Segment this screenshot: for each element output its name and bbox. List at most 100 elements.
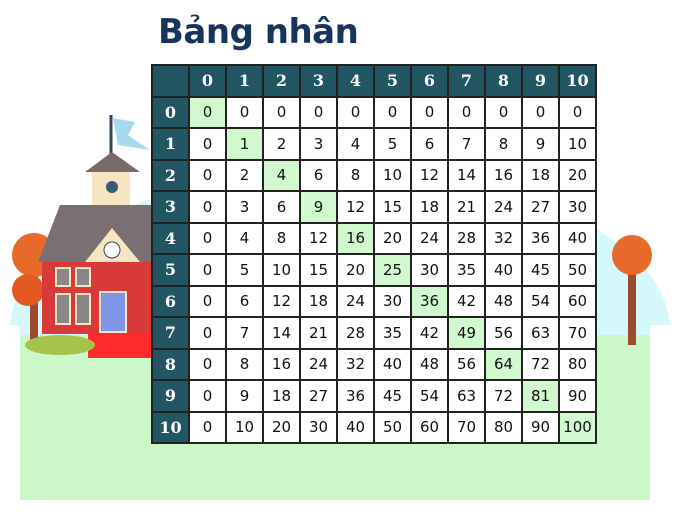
product-cell: 50: [558, 253, 597, 287]
product-cell: 14: [262, 316, 301, 350]
product-cell: 30: [373, 284, 412, 318]
product-cell: 2: [262, 127, 301, 161]
diagonal-cell: 1: [225, 127, 264, 161]
page-title: Bảng nhân: [158, 12, 359, 52]
product-cell: 10: [225, 410, 264, 444]
header-row: 0 1 2 3 4 5 6 7 8 9 10: [151, 64, 597, 98]
table-row: 7 0 7 14 21 28 35 42 49 56 63 70: [151, 316, 597, 350]
product-cell: 40: [336, 410, 375, 444]
product-cell: 50: [373, 410, 412, 444]
product-cell: 90: [558, 379, 597, 413]
product-cell: 21: [447, 190, 486, 224]
product-cell: 36: [336, 379, 375, 413]
product-cell: 4: [225, 221, 264, 255]
product-cell: 8: [225, 347, 264, 381]
column-header: 3: [299, 64, 338, 98]
product-cell: 7: [447, 127, 486, 161]
product-cell: 10: [558, 127, 597, 161]
product-cell: 18: [521, 158, 560, 192]
product-cell: 0: [484, 95, 523, 129]
row-header: 4: [151, 221, 190, 255]
diagonal-cell: 100: [558, 410, 597, 444]
product-cell: 18: [410, 190, 449, 224]
product-cell: 80: [484, 410, 523, 444]
product-cell: 36: [521, 221, 560, 255]
product-cell: 0: [188, 158, 227, 192]
row-header: 5: [151, 253, 190, 287]
product-cell: 45: [521, 253, 560, 287]
product-cell: 56: [447, 347, 486, 381]
diagonal-cell: 36: [410, 284, 449, 318]
product-cell: 5: [373, 127, 412, 161]
product-cell: 8: [484, 127, 523, 161]
product-cell: 0: [188, 190, 227, 224]
product-cell: 28: [336, 316, 375, 350]
product-cell: 27: [299, 379, 338, 413]
diagonal-cell: 25: [373, 253, 412, 287]
column-header: 6: [410, 64, 449, 98]
product-cell: 18: [299, 284, 338, 318]
product-cell: 24: [484, 190, 523, 224]
table-row: 1 0 1 2 3 4 5 6 7 8 9 10: [151, 127, 597, 161]
multiplication-table: 0 1 2 3 4 5 6 7 8 9 10 0 0 0 0 0 0 0 0 0 0 0 0 1 0 1 2 3 4 5 6 7 8 9 10 2 0 2…: [151, 64, 597, 444]
product-cell: 35: [447, 253, 486, 287]
product-cell: 24: [336, 284, 375, 318]
product-cell: 35: [373, 316, 412, 350]
product-cell: 42: [447, 284, 486, 318]
product-cell: 20: [336, 253, 375, 287]
product-cell: 5: [225, 253, 264, 287]
product-cell: 6: [299, 158, 338, 192]
column-header: 4: [336, 64, 375, 98]
diagonal-cell: 9: [299, 190, 338, 224]
row-header: 2: [151, 158, 190, 192]
product-cell: 42: [410, 316, 449, 350]
product-cell: 32: [484, 221, 523, 255]
product-cell: 0: [373, 95, 412, 129]
product-cell: 0: [447, 95, 486, 129]
product-cell: 16: [484, 158, 523, 192]
product-cell: 3: [225, 190, 264, 224]
corner-cell: [151, 64, 190, 98]
product-cell: 56: [484, 316, 523, 350]
table-row: 10 0 10 20 30 40 50 60 70 80 90 100: [151, 410, 597, 444]
product-cell: 8: [336, 158, 375, 192]
product-cell: 0: [188, 347, 227, 381]
product-cell: 60: [558, 284, 597, 318]
product-cell: 0: [188, 410, 227, 444]
product-cell: 10: [373, 158, 412, 192]
product-cell: 0: [188, 316, 227, 350]
product-cell: 90: [521, 410, 560, 444]
row-header: 6: [151, 284, 190, 318]
product-cell: 0: [188, 221, 227, 255]
product-cell: 15: [373, 190, 412, 224]
product-cell: 0: [225, 95, 264, 129]
product-cell: 72: [521, 347, 560, 381]
product-cell: 40: [373, 347, 412, 381]
product-cell: 10: [262, 253, 301, 287]
row-header: 8: [151, 347, 190, 381]
product-cell: 6: [262, 190, 301, 224]
diagonal-cell: 16: [336, 221, 375, 255]
product-cell: 0: [299, 95, 338, 129]
product-cell: 21: [299, 316, 338, 350]
product-cell: 14: [447, 158, 486, 192]
product-cell: 48: [484, 284, 523, 318]
diagonal-cell: 81: [521, 379, 560, 413]
product-cell: 6: [225, 284, 264, 318]
product-cell: 63: [521, 316, 560, 350]
row-header: 0: [151, 95, 190, 129]
column-header: 2: [262, 64, 301, 98]
product-cell: 20: [262, 410, 301, 444]
column-header: 0: [188, 64, 227, 98]
product-cell: 9: [225, 379, 264, 413]
table-row: 3 0 3 6 9 12 15 18 21 24 27 30: [151, 190, 597, 224]
product-cell: 18: [262, 379, 301, 413]
product-cell: 0: [188, 253, 227, 287]
product-cell: 16: [262, 347, 301, 381]
table-row: 2 0 2 4 6 8 10 12 14 16 18 20: [151, 158, 597, 192]
table-row: 8 0 8 16 24 32 40 48 56 64 72 80: [151, 347, 597, 381]
product-cell: 54: [521, 284, 560, 318]
diagonal-cell: 49: [447, 316, 486, 350]
product-cell: 9: [521, 127, 560, 161]
